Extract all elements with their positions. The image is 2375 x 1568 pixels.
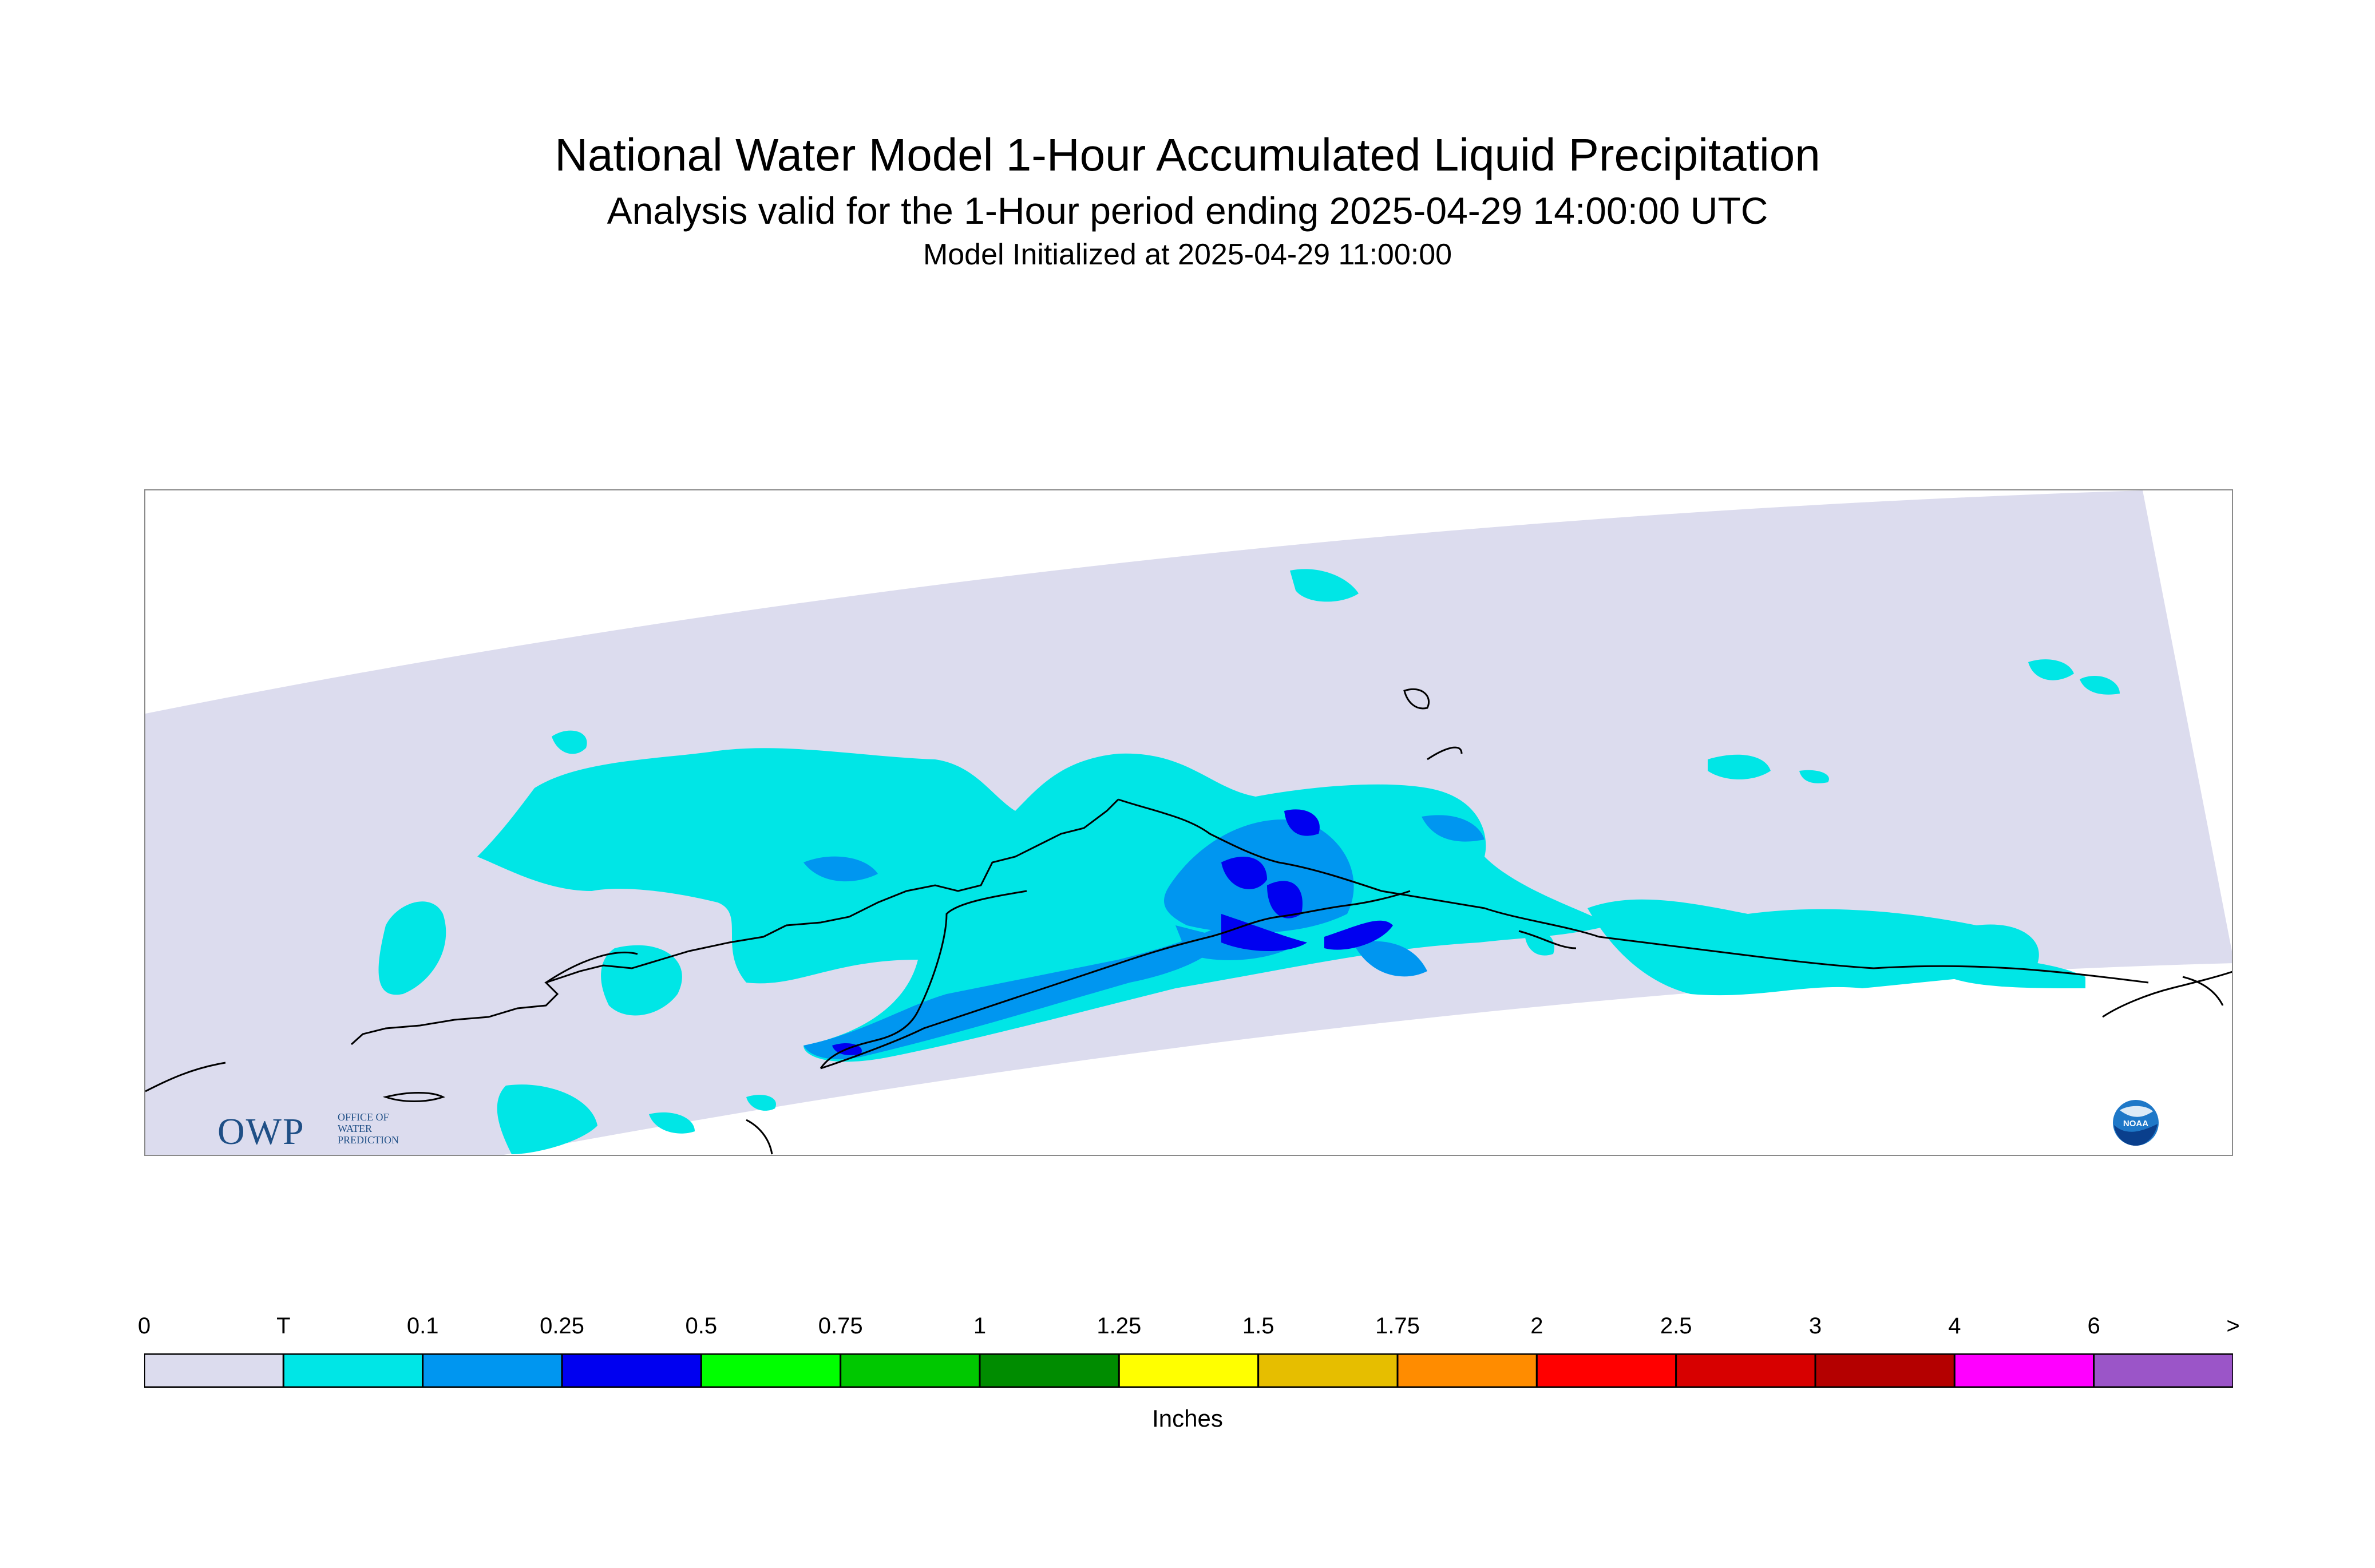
legend-swatch [1257,1353,1399,1388]
legend-swatch [979,1353,1120,1388]
trace-precip-areas [378,569,2120,1154]
legend-swatch [1396,1353,1538,1388]
legend-swatch [700,1353,842,1388]
legend-swatch [1675,1353,1816,1388]
map-title: National Water Model 1-Hour Accumulated … [555,129,1820,180]
legend-swatch [1814,1353,1956,1388]
legend-tick-label: 1 [973,1313,987,1339]
legend-tick-label: 1.5 [1242,1313,1274,1339]
legend-swatch [840,1353,981,1388]
legend-tick-label: 3 [1808,1313,1822,1339]
legend-tick-label: > [2226,1313,2240,1339]
legend-units: Inches [1152,1405,1223,1432]
legend-tick-label: 4 [1948,1313,1961,1339]
legend-swatch [282,1353,424,1388]
legend-swatch [561,1353,702,1388]
owp-logo-line3: PREDICTION [338,1134,399,1146]
legend-tick-label: 6 [2087,1313,2100,1339]
noaa-logo-text: NOAA [2123,1119,2148,1129]
map-panel [144,489,2233,1156]
noaa-logo: NOAA [2113,1100,2159,1146]
model-init-label: Model Initialized at 2025-04-29 11:00:00 [923,238,1452,271]
legend-tick-label: 0 [137,1313,151,1339]
legend-tick-label: 0.75 [818,1313,863,1339]
owp-logo-line1: OFFICE OF [338,1111,389,1123]
legend-tick-label: 1.25 [1097,1313,1142,1339]
legend-swatch [1953,1353,2095,1388]
coastlines [145,688,2232,1155]
legend-tick-label: 2.5 [1660,1313,1692,1339]
legend-tick-label: 0.5 [685,1313,718,1339]
legend-tick-label: 0.25 [540,1313,584,1339]
map-subtitle: Analysis valid for the 1-Hour period end… [607,189,1768,232]
legend-swatch [1118,1353,1260,1388]
owp-logo: OWP OFFICE OF WATER PREDICTION [217,1110,435,1153]
owp-logo-line2: WATER [338,1123,372,1134]
legend-tick-label: 1.75 [1375,1313,1420,1339]
legend-tick-label: 0.1 [406,1313,439,1339]
color-legend [144,1353,2233,1388]
legend-swatch [1535,1353,1677,1388]
precipitation-map [145,490,2232,1155]
legend-swatch [144,1353,284,1388]
legend-tick-label: T [276,1313,291,1339]
owp-logo-letters: OWP [217,1111,305,1153]
legend-swatch [2093,1353,2233,1388]
legend-swatch [422,1353,563,1388]
legend-tick-label: 2 [1530,1313,1543,1339]
